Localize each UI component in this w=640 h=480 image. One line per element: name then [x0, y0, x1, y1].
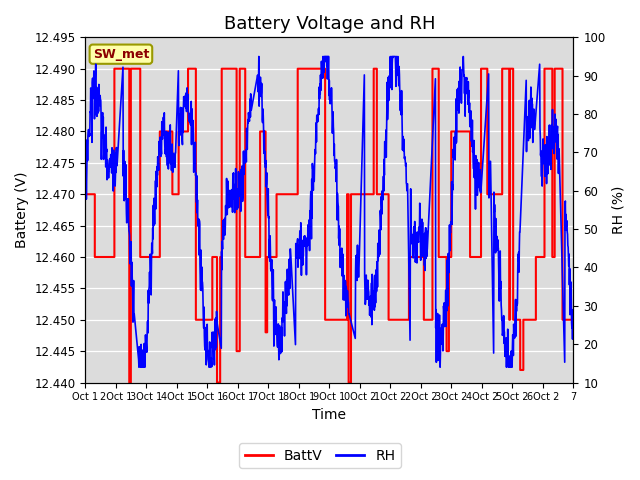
Y-axis label: RH (%): RH (%) [611, 186, 625, 234]
BattV [570, 317, 577, 323]
Y-axis label: Battery (V): Battery (V) [15, 172, 29, 248]
RH [545, 152, 552, 158]
Title: Battery Voltage and RH: Battery Voltage and RH [224, 15, 435, 33]
RH [523, 121, 531, 127]
BattV [255, 254, 262, 260]
BattV [235, 348, 243, 354]
BattV [81, 192, 89, 197]
RH [377, 215, 385, 220]
X-axis label: Time: Time [312, 408, 346, 422]
BattV [544, 66, 552, 72]
RH [135, 364, 143, 370]
Line: BattV: BattV [85, 69, 573, 383]
RH [516, 214, 524, 219]
Text: SW_met: SW_met [93, 48, 149, 60]
RH [180, 96, 188, 102]
BattV [108, 254, 115, 260]
BattV [125, 380, 133, 385]
BattV [111, 66, 118, 72]
RH [204, 351, 211, 357]
BattV [319, 66, 326, 72]
RH [81, 169, 89, 175]
Line: RH: RH [85, 57, 573, 367]
RH [255, 54, 262, 60]
Legend: BattV, RH: BattV, RH [239, 443, 401, 468]
RH [570, 318, 577, 324]
BattV [279, 192, 287, 197]
